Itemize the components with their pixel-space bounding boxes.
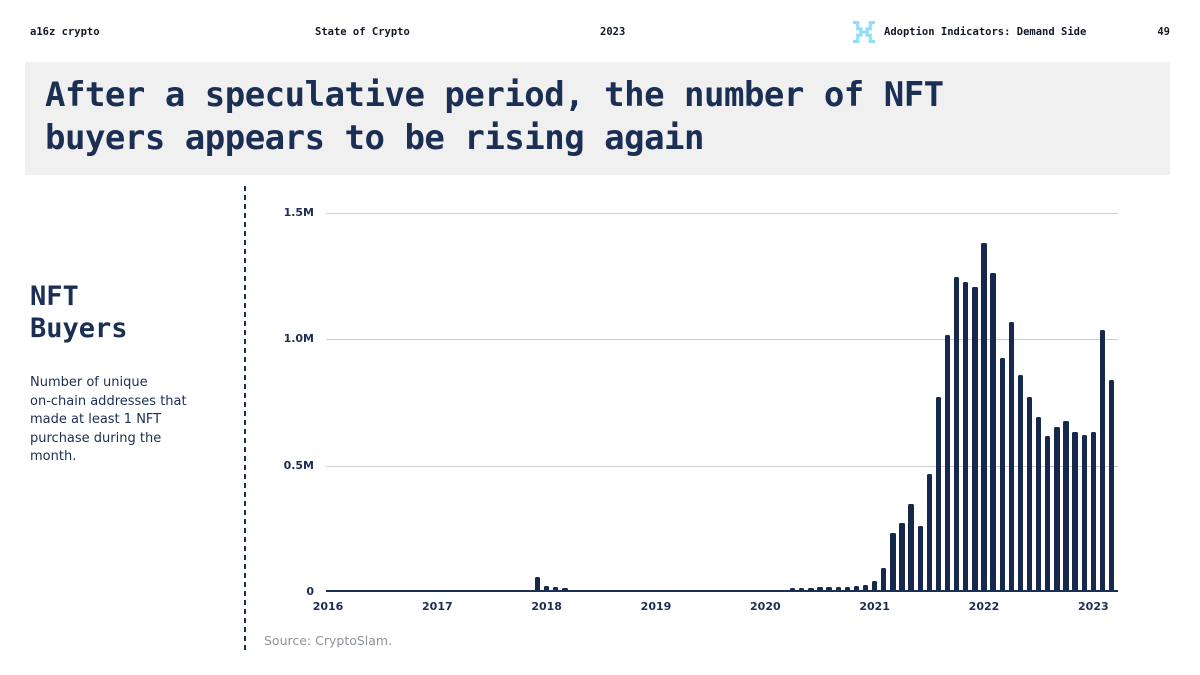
bar-month-2018-01	[543, 585, 550, 590]
bar-month-2021-04	[899, 523, 905, 590]
bar-month-2022-10	[1063, 420, 1069, 590]
bar-month-2021-07	[926, 473, 933, 590]
x-tick-label: 2020	[750, 600, 781, 613]
bar-month-2023-03	[1108, 380, 1115, 590]
bar-month-2023-01	[1090, 432, 1097, 590]
slide-title-line2: buyers appears to be rising again	[45, 118, 705, 158]
chart-heading-line1: NFT	[30, 281, 79, 312]
bar-month-2018-03	[562, 588, 568, 590]
bar-month-2021-10	[953, 276, 960, 590]
slide-header: a16z crypto State of Crypto 2023 Adoptio…	[0, 0, 1200, 48]
bar-month-2022-07	[1035, 416, 1042, 590]
bar-month-2021-12	[972, 286, 978, 590]
bar-month-2021-08	[935, 396, 942, 590]
y-tick-label: 0.5M	[283, 458, 314, 472]
bar-month-2021-09	[944, 334, 951, 590]
slide-title-line1: After a speculative period, the number o…	[45, 75, 944, 115]
section-title: Adoption Indicators: Demand Side	[884, 26, 1087, 38]
dashed-divider	[244, 186, 246, 654]
gridline-0.5M	[326, 465, 1118, 467]
bar-month-2022-03	[999, 357, 1005, 590]
bar-month-2020-08	[826, 587, 832, 590]
brand-name: a16z crypto	[30, 26, 100, 38]
title-block: After a speculative period, the number o…	[25, 62, 1170, 175]
chart-heading-line2: Buyers	[30, 313, 128, 344]
gridline-1.0M	[326, 339, 1118, 341]
bar-month-2020-11	[853, 586, 860, 590]
bar-month-2022-06	[1026, 396, 1033, 590]
slide-title: After a speculative period, the number o…	[45, 74, 944, 160]
bar-month-2021-02	[881, 568, 887, 590]
bar-month-2021-06	[917, 526, 923, 590]
bar-month-2021-11	[963, 281, 969, 590]
page-number: 49	[1157, 26, 1170, 38]
pixel-mark-icon	[853, 21, 875, 43]
bar-month-2022-05	[1017, 375, 1024, 590]
bar-month-2020-05	[799, 587, 805, 590]
x-tick-label: 2021	[859, 600, 890, 613]
report-year: 2023	[600, 26, 626, 38]
bar-month-2022-11	[1072, 432, 1078, 590]
bar-month-2022-08	[1045, 435, 1051, 590]
chart-plot	[326, 213, 1118, 592]
gridline-1.5M	[326, 213, 1118, 214]
y-tick-label: 0	[306, 585, 314, 598]
bar-month-2020-10	[844, 586, 851, 590]
bar-month-2020-09	[835, 586, 841, 590]
bar-month-2020-07	[817, 587, 823, 590]
x-tick-label: 2016	[312, 600, 344, 613]
bar-month-2021-03	[890, 533, 896, 590]
y-tick-label: 1.0M	[283, 332, 314, 346]
chart-description: Number of unique on-chain addresses that…	[30, 375, 187, 464]
bar-month-2022-12	[1081, 434, 1087, 590]
bar-month-2021-05	[908, 504, 914, 590]
report-title: State of Crypto	[315, 26, 410, 38]
bar-month-2017-12	[534, 576, 541, 590]
bar-month-2022-09	[1054, 427, 1060, 590]
x-tick-label: 2017	[422, 600, 453, 613]
y-tick-label: 1.5M	[283, 206, 314, 219]
bar-month-2020-04	[789, 588, 796, 590]
bar-month-2022-01	[981, 242, 987, 590]
bar-month-2020-06	[808, 587, 814, 590]
x-tick-label: 2023	[1078, 600, 1109, 613]
x-tick-label: 2019	[640, 600, 672, 613]
x-tick-label: 2018	[531, 600, 562, 613]
bar-month-2021-01	[871, 581, 878, 590]
bar-month-2018-02	[553, 586, 559, 590]
bar-month-2023-02	[1099, 329, 1106, 590]
bar-month-2022-02	[990, 272, 996, 590]
source-note: Source: CryptoSlam.	[264, 633, 393, 648]
bar-month-2020-12	[862, 584, 869, 590]
chart-heading: NFT Buyers	[30, 281, 128, 345]
x-axis-labels: 2016 2017 2018 2019 2020 2021 2022 2023	[313, 600, 1118, 616]
x-tick-label: 2022	[968, 600, 1000, 613]
bar-month-2022-04	[1008, 322, 1015, 590]
